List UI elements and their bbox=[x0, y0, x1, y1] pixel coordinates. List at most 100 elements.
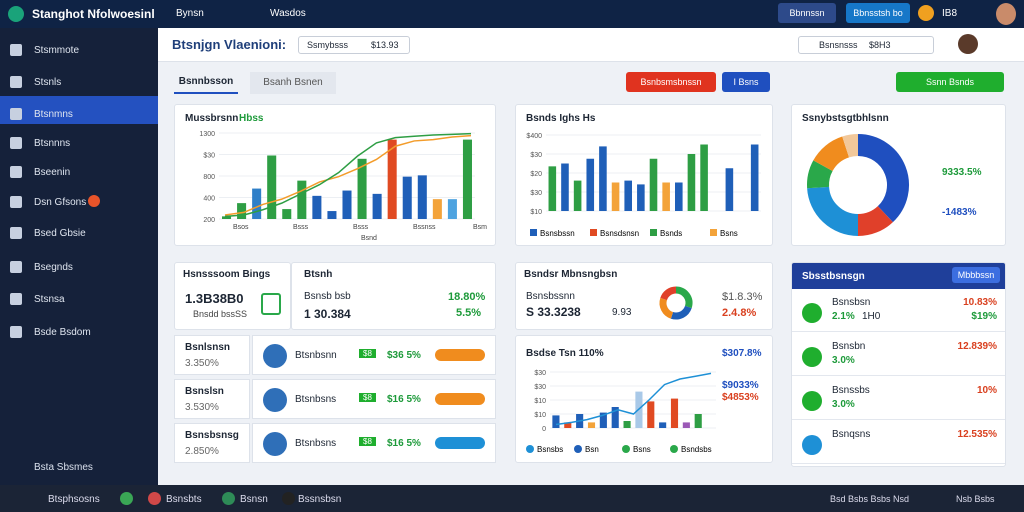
filter-box[interactable]: Ssmybsss $13.93 bbox=[298, 36, 410, 54]
donut-segment bbox=[659, 297, 674, 319]
chart bbox=[807, 134, 909, 236]
list-row[interactable]: Btsnbsnn $8 $36 5% bbox=[252, 335, 496, 375]
search-box[interactable]: Bsnsnsss $8H3 bbox=[798, 36, 934, 54]
bar bbox=[548, 166, 557, 211]
y-tick-label: $10 bbox=[530, 209, 542, 216]
user: IB8 bbox=[942, 8, 958, 19]
list-sub: 2.850% bbox=[185, 446, 219, 457]
stat-label: Bsnsb bsb bbox=[304, 291, 351, 302]
trend-value: $4853% bbox=[722, 392, 759, 403]
donut-segment bbox=[842, 134, 859, 158]
nav-icon bbox=[10, 293, 22, 305]
app-label[interactable]: Bsnsn bbox=[240, 494, 268, 505]
mini-donut bbox=[659, 286, 693, 320]
sidebar: Bsta Sbsmes Stsmmote Stsnls Btsnmns Btsnnns… bbox=[0, 28, 158, 485]
search[interactable]: Bynsn bbox=[176, 8, 204, 19]
donut-segment bbox=[813, 136, 850, 172]
nav-item[interactable]: Btsnnns bbox=[34, 138, 71, 149]
bar bbox=[222, 216, 232, 219]
y-tick-label: 200 bbox=[203, 217, 215, 224]
donut-segment bbox=[807, 160, 833, 189]
nav-item[interactable]: Bseenin bbox=[34, 167, 71, 178]
avatar[interactable] bbox=[958, 34, 978, 54]
search-value: $8H3 bbox=[869, 40, 891, 50]
badge: Hbss bbox=[239, 113, 264, 124]
stat-card: Hsnsssoom Bings 1.3B38B0 Bnsdd bssSS bbox=[174, 262, 291, 330]
divider bbox=[792, 331, 1005, 332]
stat-sub: Bnsdd bssSS bbox=[193, 309, 248, 319]
bar bbox=[682, 422, 690, 428]
item-icon bbox=[802, 435, 822, 455]
item-name: Bsnsbn bbox=[832, 341, 866, 352]
card-title: Mussbrsnn bbox=[185, 113, 239, 124]
row-value: $16 5% bbox=[387, 394, 421, 405]
list-row[interactable]: Btsnbsns $8 $16 5% bbox=[252, 423, 496, 463]
app-icon bbox=[222, 492, 235, 505]
top-button[interactable]: Bbnnssn bbox=[778, 3, 836, 23]
item-sub: 3.0% bbox=[832, 355, 855, 366]
action-button[interactable]: Bsnbsmsbnssn bbox=[626, 72, 716, 92]
list-row[interactable]: Btsnbsns $8 $16 5% bbox=[252, 379, 496, 419]
action-button[interactable]: Ssnn Bsnds bbox=[896, 72, 1004, 92]
taskbar-search[interactable]: Btsphsosns bbox=[48, 494, 100, 505]
top-button[interactable]: Bbnsstsh bo bbox=[846, 3, 910, 23]
nav-item[interactable]: Bsde Bsdom bbox=[34, 327, 91, 338]
page-title: Btsnjgn Vlaenioni: bbox=[172, 37, 287, 52]
bar bbox=[623, 421, 631, 428]
row-pill bbox=[435, 349, 485, 361]
stat-label: Bsnsbssnn bbox=[526, 291, 575, 302]
x-tick-label: Bsm bbox=[473, 224, 487, 231]
item-icon bbox=[802, 303, 822, 323]
list-label: Bsnlsnsn bbox=[185, 342, 231, 353]
chart: $400 $30 $20 $30 $10 Bsnsbssn Bsnsdsnsn Bsnds Bs… bbox=[526, 133, 761, 238]
item-value: 10.83% bbox=[963, 297, 997, 308]
bar bbox=[552, 415, 560, 428]
nav-item[interactable]: Btsnmns bbox=[34, 109, 73, 120]
bar bbox=[252, 188, 262, 219]
app-label[interactable]: Bsnsbts bbox=[166, 494, 202, 505]
y-tick-label: $30 bbox=[203, 153, 215, 160]
nav-icon bbox=[10, 108, 22, 120]
panel: Sbsstbsnsgn Mbbbssn Bsnsbsn 2.1% 1H0 10.83% $… bbox=[791, 262, 1006, 467]
nav-item[interactable]: Stsmmote bbox=[34, 45, 80, 56]
row-tag: $8 bbox=[359, 349, 376, 358]
nav[interactable]: Wasdos bbox=[270, 8, 306, 19]
bar bbox=[342, 190, 352, 219]
bar bbox=[659, 422, 667, 428]
item-value: 10% bbox=[976, 385, 997, 396]
nav-item[interactable]: Dsn Gfsons bbox=[34, 197, 87, 208]
top-bar: Stanghot Nfolwoesinl Bynsn Wasdos Bbnnss… bbox=[0, 0, 1024, 28]
action-button[interactable]: I Bsns bbox=[722, 72, 770, 92]
tab[interactable]: Bsnnbsson bbox=[174, 72, 238, 94]
nav-item[interactable]: Bsegnds bbox=[34, 262, 73, 273]
nav-item[interactable]: Stsnsa bbox=[34, 294, 65, 305]
bar bbox=[387, 139, 397, 219]
donut-segment bbox=[675, 286, 693, 309]
nav-icon bbox=[10, 261, 22, 273]
stat-up: $1.8.3% bbox=[722, 291, 763, 303]
list: Bsnlsnsn 3.350% Btsnbsnn $8 $36 5% Bsnslsn 3.5… bbox=[174, 335, 496, 463]
legend-swatch bbox=[530, 229, 537, 236]
app-label[interactable]: Bssnsbsn bbox=[298, 494, 342, 505]
y-tick-label: 400 bbox=[203, 196, 215, 203]
nav-item[interactable]: Bsed Gbsie bbox=[34, 228, 86, 239]
row-icon bbox=[263, 344, 287, 368]
item-extra: 1H0 bbox=[862, 311, 881, 322]
list-sub: 3.530% bbox=[185, 402, 219, 413]
app-icon bbox=[282, 492, 295, 505]
avatar[interactable] bbox=[996, 3, 1016, 25]
weekly-card: Bsnds Ighs Hs $400 $30 $20 $30 $10 Bsnsbssn Bs… bbox=[515, 104, 773, 246]
chart: 1300 $30 800 400 200 Bsos Bsss Bsss Bssnss Bsm Bsn… bbox=[199, 131, 487, 242]
tab[interactable]: Bsanh Bsnen bbox=[250, 72, 336, 94]
bar bbox=[649, 158, 658, 211]
sidebar-footer[interactable]: Bsta Sbsmes bbox=[34, 462, 93, 473]
stat-down: 5.5% bbox=[456, 307, 482, 319]
row-pill bbox=[435, 393, 485, 405]
item-value: $19% bbox=[971, 311, 997, 322]
panel-button[interactable]: Mbbbssn bbox=[952, 267, 1000, 283]
logo: Stanghot Nfolwoesinl bbox=[32, 7, 155, 21]
nav-item[interactable]: Stsnls bbox=[34, 77, 62, 88]
header: Btsnjgn Vlaenioni: Ssmybsss $13.93 Bsnsn… bbox=[158, 28, 1024, 62]
item-name: Bsnqsns bbox=[832, 429, 871, 440]
legend-swatch bbox=[710, 229, 717, 236]
